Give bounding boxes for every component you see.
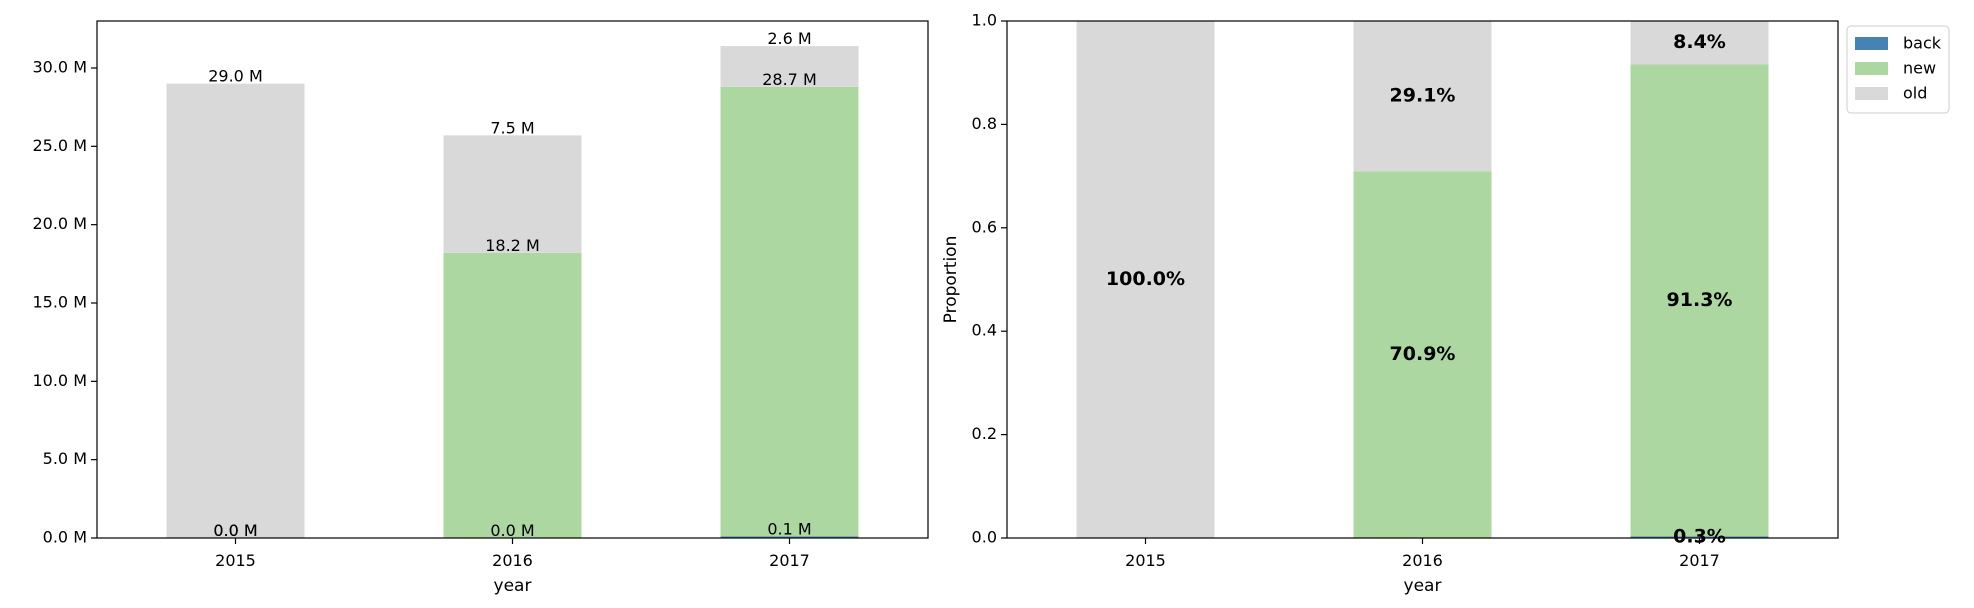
chart-0-bar-new-2017 <box>720 86 859 537</box>
chart-1-legend-label: back <box>1903 34 1942 53</box>
chart-1-data-label: 0.3% <box>1673 526 1726 548</box>
chart-0-bar-old-2016 <box>443 135 582 253</box>
chart-0-ytick-label: 0.0 M <box>43 528 87 547</box>
chart-0-data-label: 29.0 M <box>208 67 263 86</box>
chart-1-ytick-label: 0.6 <box>972 217 997 236</box>
chart-1-xtick-label: 2015 <box>1125 551 1166 570</box>
chart-1-data-label: 29.1% <box>1390 85 1456 107</box>
chart-0-xtick-label: 2015 <box>215 551 256 570</box>
chart-0-ytick-label: 15.0 M <box>32 293 87 312</box>
chart-1-ytick-label: 0.0 <box>972 528 997 547</box>
chart-1-xtick-label: 2016 <box>1402 551 1443 570</box>
chart-1-ytick-label: 0.2 <box>972 424 997 443</box>
chart-0-data-label: 0.0 M <box>213 521 257 540</box>
chart-1-ytick-label: 0.4 <box>972 321 997 340</box>
chart-1-ytick-label: 0.8 <box>972 114 997 133</box>
chart-0-data-label: 18.2 M <box>485 236 540 255</box>
chart-1-data-label: 100.0% <box>1106 268 1185 290</box>
chart-1-legend-swatch-new <box>1855 62 1888 75</box>
chart-1-bar-old-2015 <box>1076 21 1215 538</box>
chart-1-bar-new-2017 <box>1630 64 1769 537</box>
chart-1-bar-back-2017 <box>1630 536 1769 538</box>
chart-1-xlabel: year <box>1404 576 1442 596</box>
chart-0-bar-new-2016 <box>443 252 582 538</box>
chart-0-data-label: 0.0 M <box>490 521 534 540</box>
chart-1-xtick-label: 2017 <box>1679 551 1720 570</box>
chart-0-bar-old-2015 <box>166 83 305 539</box>
chart-0-ytick-label: 10.0 M <box>32 371 87 390</box>
chart-0-data-label: 2.6 M <box>767 29 811 48</box>
chart-1-legend-swatch-old <box>1855 87 1888 100</box>
chart-0-data-label: 0.0 M <box>213 521 257 540</box>
chart-0-data-label: 7.5 M <box>490 118 534 137</box>
chart-0-xlabel: year <box>494 576 532 596</box>
chart-1-legend-label: old <box>1903 84 1927 103</box>
chart-1-legend-label: new <box>1903 59 1936 78</box>
chart-1-data-label: 8.4% <box>1673 31 1726 53</box>
chart-1-bar-old-2017 <box>1630 21 1769 65</box>
chart-0-xtick-label: 2017 <box>769 551 810 570</box>
chart-1-ylabel: Proportion <box>941 236 961 324</box>
chart-0-xtick-label: 2016 <box>492 551 533 570</box>
chart-1-data-label: 70.9% <box>1390 343 1456 365</box>
chart-1-bar-old-2016 <box>1353 21 1492 172</box>
chart-0-ytick-label: 5.0 M <box>43 449 87 468</box>
chart-1-ytick-label: 1.0 <box>972 11 997 30</box>
chart-1-legend-swatch-back <box>1855 37 1888 50</box>
chart-0-bar-old-2017 <box>720 46 859 87</box>
chart-0-ytick-label: 30.0 M <box>32 58 87 77</box>
chart-1-bar-new-2016 <box>1353 171 1492 538</box>
chart-0-ytick-label: 25.0 M <box>32 136 87 155</box>
chart-0-data-label: 0.1 M <box>767 519 811 538</box>
chart-0-data-label: 28.7 M <box>762 70 817 89</box>
chart-0-ytick-label: 20.0 M <box>32 214 87 233</box>
chart-0-bar-back-2017 <box>720 536 859 538</box>
chart-1-data-label: 91.3% <box>1667 289 1733 311</box>
